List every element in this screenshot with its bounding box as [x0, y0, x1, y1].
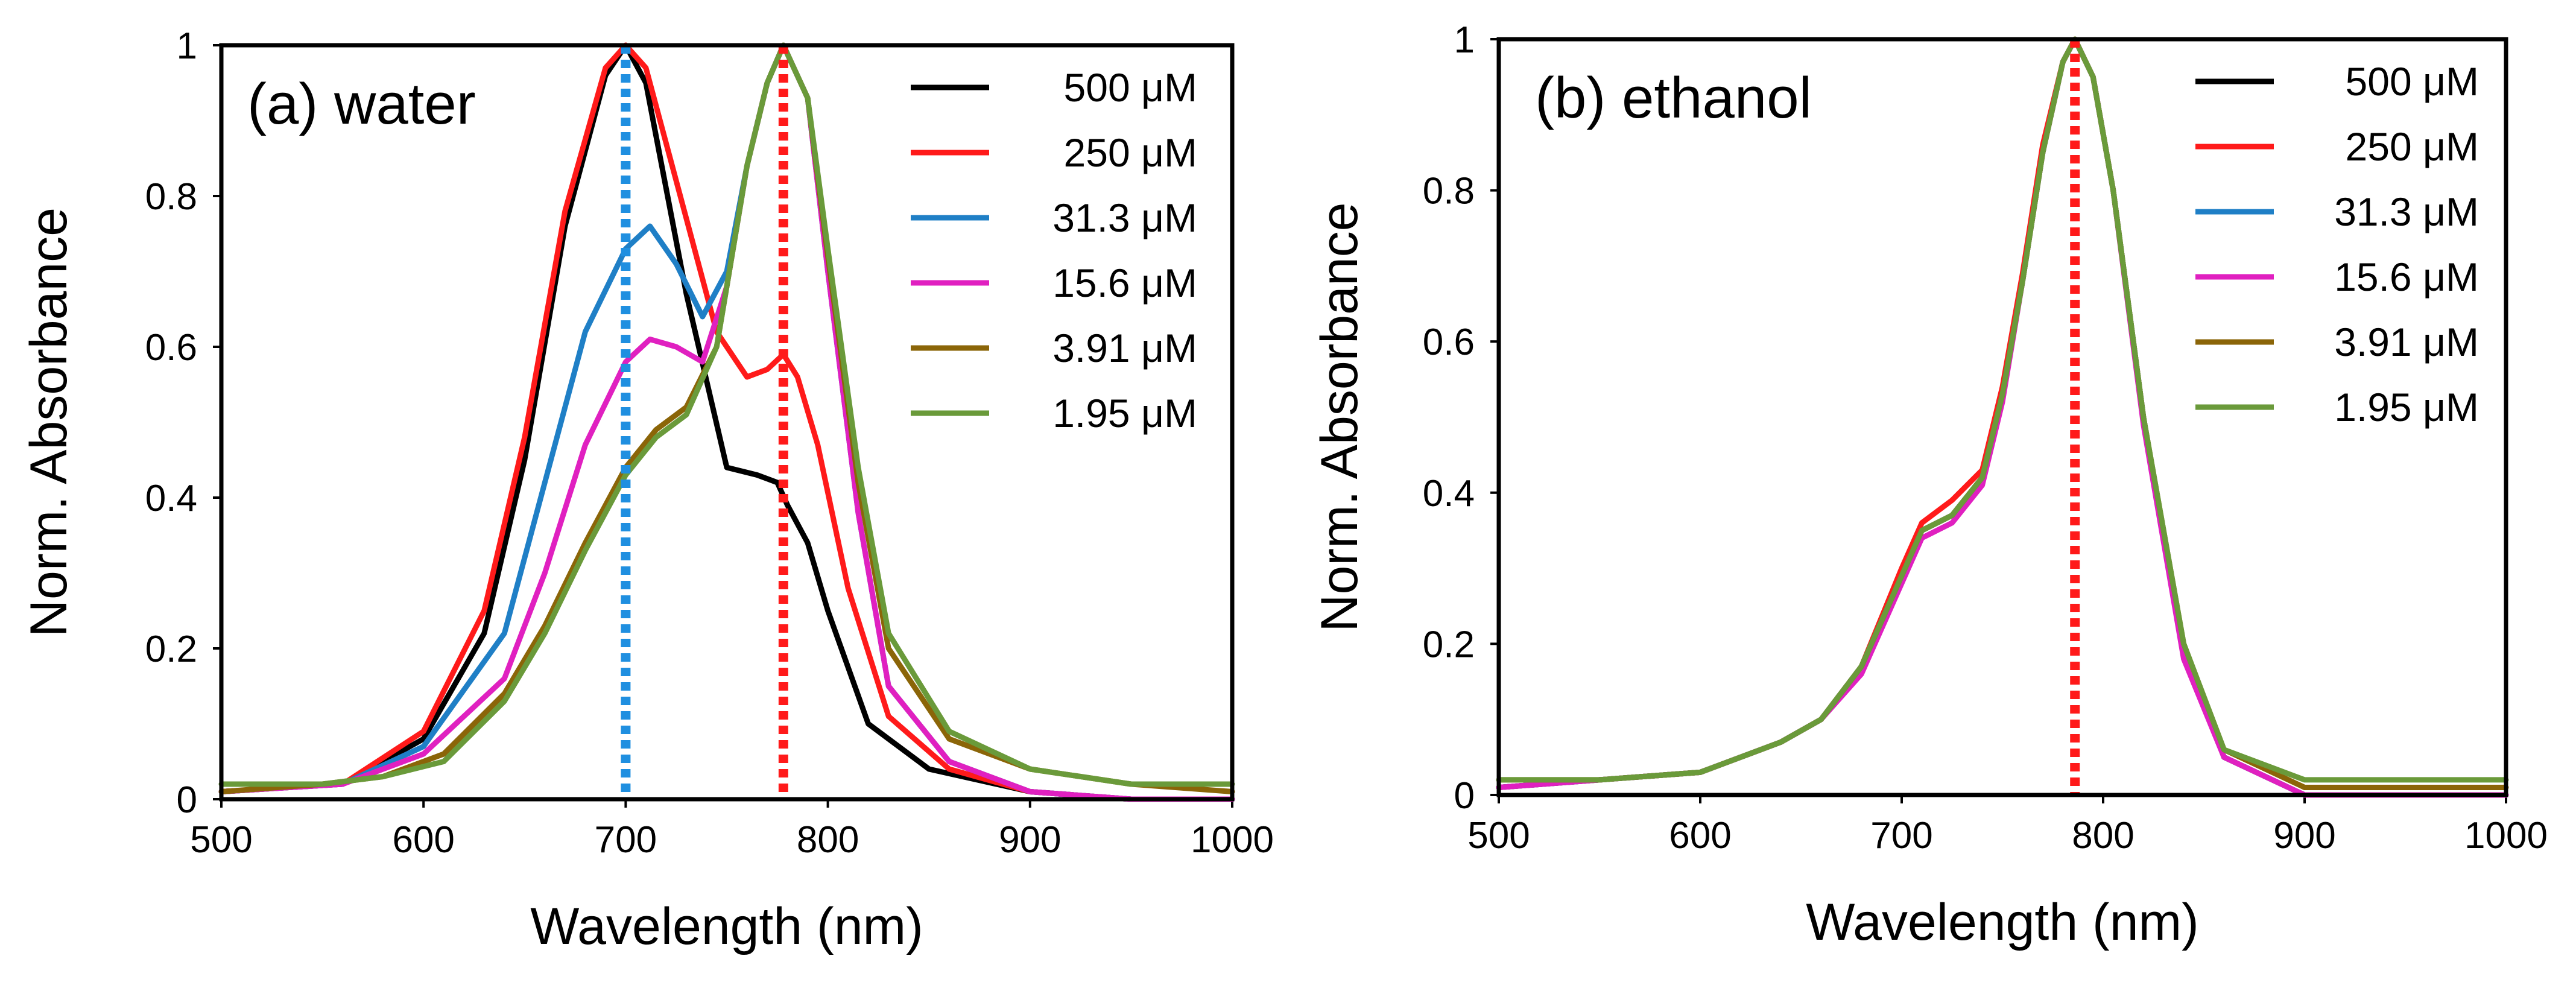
- legend-label: 250 μM: [2346, 124, 2479, 169]
- legend-label: 1.95 μM: [1052, 391, 1197, 435]
- x-tick-label: 900: [999, 819, 1061, 861]
- x-axis-title: Wavelength (nm): [530, 898, 923, 955]
- y-tick-label: 0.4: [145, 478, 197, 519]
- legend-label: 15.6 μM: [1052, 261, 1197, 305]
- legend-label: 15.6 μM: [2334, 255, 2479, 299]
- series-line: [218, 42, 1235, 802]
- series-line: [1496, 36, 2509, 783]
- x-tick-label: 600: [1669, 815, 1731, 857]
- y-tick-label: 0.6: [145, 327, 197, 369]
- y-tick-label: 0: [177, 779, 197, 821]
- x-tick-label: 800: [797, 819, 859, 861]
- y-tick-label: 1: [177, 25, 197, 67]
- x-tick-label: 700: [1870, 815, 1932, 857]
- y-tick-label: 0.2: [145, 629, 197, 670]
- y-tick-label: 0: [1454, 775, 1475, 817]
- y-axis-title: Norm. Absorbance: [20, 207, 78, 637]
- panel-title: (a) water: [247, 72, 476, 136]
- x-tick-label: 1000: [2464, 815, 2548, 857]
- x-axis-title: Wavelength (nm): [1806, 893, 2199, 951]
- y-tick-label: 0.8: [1423, 171, 1475, 212]
- panel-title: (b) ethanol: [1535, 66, 1812, 130]
- x-tick-label: 700: [595, 819, 657, 861]
- plot-frame: [1496, 37, 2508, 797]
- x-tick-label: 900: [2273, 815, 2335, 857]
- y-axis-title: Norm. Absorbance: [1311, 202, 1369, 632]
- legend-label: 3.91 μM: [1052, 326, 1197, 370]
- legend-label: 500 μM: [2346, 59, 2479, 104]
- y-tick-label: 0.4: [1423, 473, 1475, 515]
- y-tick-label: 0.6: [1423, 321, 1475, 363]
- legend-label: 3.91 μM: [2334, 320, 2479, 364]
- y-tick-label: 0.8: [145, 176, 197, 218]
- legend-label: 31.3 μM: [2334, 189, 2479, 234]
- x-tick-label: 800: [2072, 815, 2134, 857]
- x-tick-label: 600: [392, 819, 454, 861]
- y-tick-label: 0.2: [1423, 624, 1475, 665]
- panel-ethanol: 0 0.2 0.4 0.6 0.8 1 500 600 700 800 900 1000 Wavelen…: [1311, 19, 2548, 951]
- series-line: [218, 42, 1235, 787]
- y-tick-label: 1: [1454, 19, 1475, 61]
- x-tick-label: 500: [190, 819, 252, 861]
- x-tick-label: 1000: [1191, 819, 1274, 861]
- legend-label: 250 μM: [1064, 130, 1197, 175]
- panel-water: 0 0.2 0.4 0.6 0.8 1 500 600 700 800 900 1000 Wavelen…: [20, 25, 1274, 955]
- legend-label: 31.3 μM: [1052, 195, 1197, 240]
- x-tick-label: 500: [1467, 815, 1530, 857]
- series-line: [218, 42, 1235, 802]
- legend-label: 500 μM: [1064, 65, 1197, 110]
- legend-label: 1.95 μM: [2334, 385, 2479, 429]
- plot-frame: [219, 43, 1235, 802]
